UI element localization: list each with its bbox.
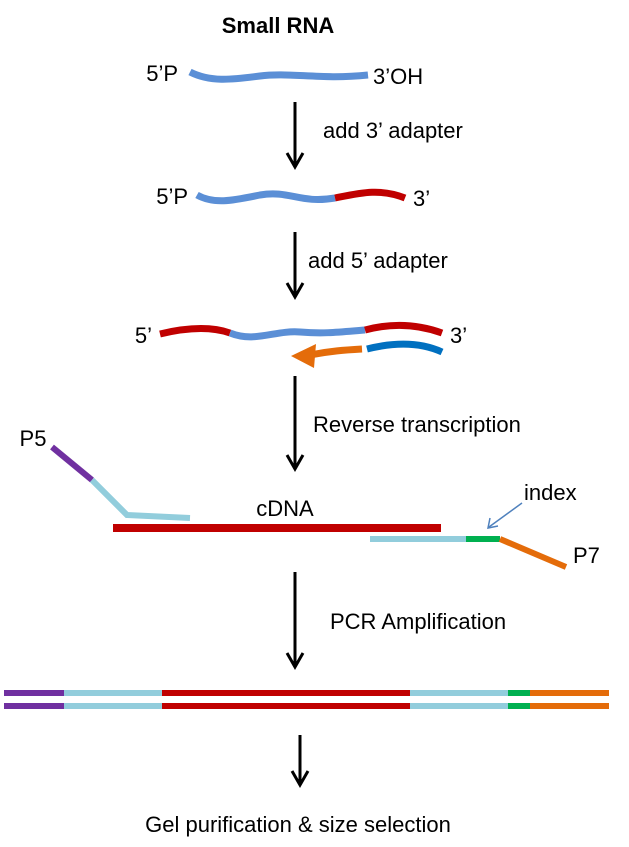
step-label: PCR Amplification: [330, 609, 506, 634]
step-label: add 5’ adapter: [308, 248, 448, 273]
step-label: Gel purification & size selection: [145, 812, 451, 837]
title: Small RNA: [222, 13, 335, 38]
adapter-5: [89, 477, 191, 521]
label: 5’P: [146, 61, 178, 86]
rna-strand: [188, 68, 369, 83]
library: [4, 690, 609, 709]
arrow: [285, 572, 305, 671]
arrow: [290, 735, 310, 789]
label: 3’OH: [373, 64, 423, 89]
label: P5: [20, 426, 47, 451]
rna-strand: [195, 190, 336, 205]
rna-strand: [228, 326, 366, 341]
adapter-5: [159, 325, 232, 338]
adapter-3: [364, 321, 444, 337]
label: 3’: [450, 323, 467, 348]
label: cDNA: [256, 496, 314, 521]
pointer: [487, 502, 523, 529]
arrow: [285, 232, 305, 301]
rt-extension: [309, 345, 363, 359]
p7-adapter: [498, 536, 568, 570]
step-label: Reverse transcription: [313, 412, 521, 437]
arrow: [285, 102, 305, 171]
label: 5’P: [156, 184, 188, 209]
label: P7: [573, 543, 600, 568]
p5-adapter: [50, 444, 94, 483]
label: 5’: [135, 323, 152, 348]
label: 3’: [413, 186, 430, 211]
rt-arrowhead: [291, 344, 316, 368]
adapter-3: [334, 188, 407, 202]
step-label: add 3’ adapter: [323, 118, 463, 143]
label: index: [524, 480, 577, 505]
rt-primer: [366, 340, 444, 356]
arrow: [285, 376, 305, 473]
